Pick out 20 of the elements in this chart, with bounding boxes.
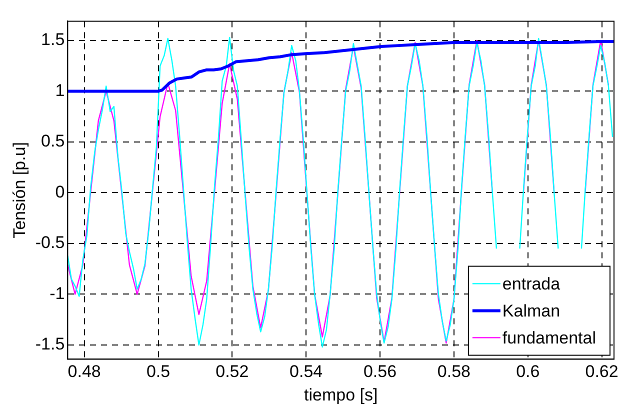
x-tick-label: 0.62 xyxy=(585,362,618,382)
x-axis-title: tiempo [s] xyxy=(304,385,378,404)
x-tick-label: 0.48 xyxy=(68,362,101,382)
x-tick-label: 0.52 xyxy=(216,362,249,382)
legend-label: Kalman xyxy=(502,301,560,320)
y-tick-label: 0.5 xyxy=(41,132,65,151)
x-tick-label: 0.58 xyxy=(437,362,470,382)
y-tick-label: 1 xyxy=(55,80,65,100)
legend-label: entrada xyxy=(502,274,561,294)
legend-label: fundamental xyxy=(502,328,596,348)
y-tick-label: 1.5 xyxy=(41,30,65,50)
x-tick-label: 0.56 xyxy=(363,362,397,382)
y-tick-label: -0.5 xyxy=(35,233,65,252)
y-tick-label: -1 xyxy=(50,284,65,303)
x-tick-label: 0.6 xyxy=(516,362,540,382)
y-tick-label: -1.5 xyxy=(35,334,65,354)
x-tick-label: 0.54 xyxy=(290,362,323,382)
y-tick-label: 0 xyxy=(55,182,65,202)
y-axis-title: Tensión [p.u] xyxy=(10,142,29,238)
x-tick-label: 0.5 xyxy=(146,362,170,382)
